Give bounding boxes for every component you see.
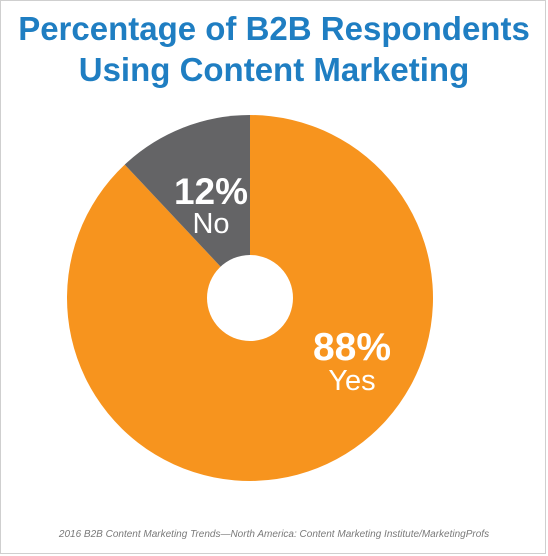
donut-hole <box>207 255 293 341</box>
slice-yes-category-label: Yes <box>328 365 375 397</box>
slice-yes-value-label: 88% <box>313 326 391 369</box>
chart-title-line-2: Using Content Marketing <box>78 51 470 88</box>
slice-no-value-label: 12% <box>174 171 248 212</box>
chart-title-line-1: Percentage of B2B Respondents <box>18 10 530 47</box>
pie-slice-no <box>124 115 250 298</box>
slice-no-category-label: No <box>192 208 229 240</box>
chart-title: Percentage of B2B Respondents Using Cont… <box>0 8 548 90</box>
source-note: 2016 B2B Content Marketing Trends—North … <box>58 529 490 540</box>
